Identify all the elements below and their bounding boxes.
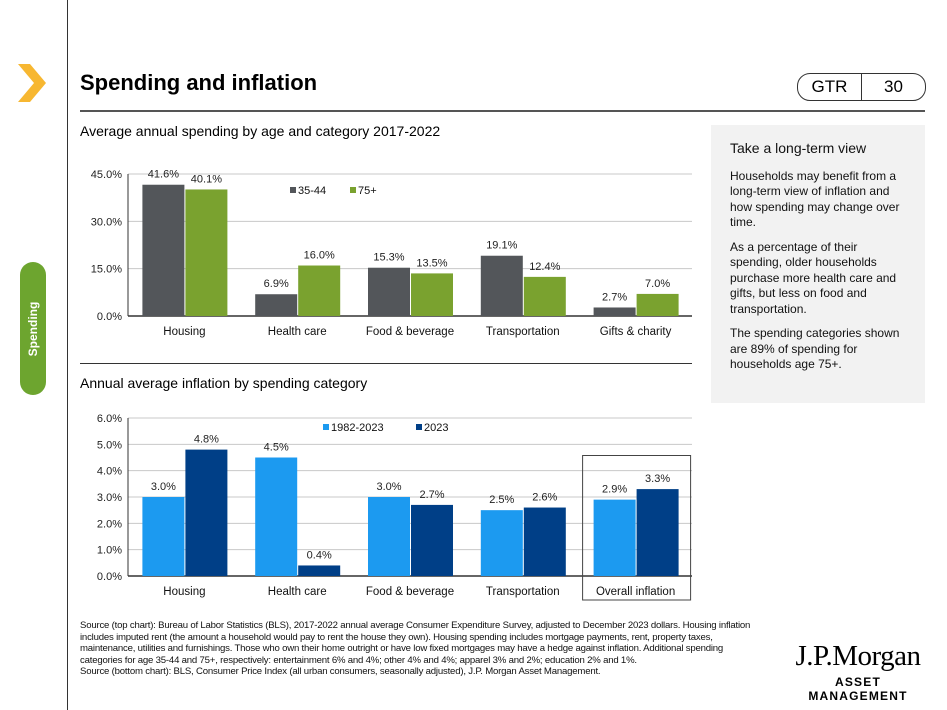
legend-swatch — [416, 424, 422, 430]
bar-1982-2023 — [368, 497, 410, 576]
bar-2023 — [185, 449, 228, 576]
bar-1982-2023 — [480, 510, 523, 576]
bar-1982-2023 — [255, 457, 298, 576]
y-tick-label: 45.0% — [91, 169, 122, 181]
x-tick-label: Overall inflation — [596, 586, 675, 598]
bar-35-44 — [255, 294, 298, 316]
legend-label: 2023 — [424, 422, 448, 434]
section-tab-spending[interactable]: Spending — [20, 262, 46, 395]
callout-paragraph: The spending categories shown are 89% of… — [730, 326, 900, 371]
legend-swatch — [323, 424, 329, 430]
bar-1982-2023 — [593, 499, 636, 576]
data-label: 3.0% — [376, 481, 401, 493]
callout-heading: Take a long-term view — [730, 140, 867, 156]
bar-75+ — [411, 273, 453, 316]
page-title: Spending and inflation — [80, 70, 318, 95]
section-tab-label: Spending — [26, 301, 40, 356]
data-label: 2.9% — [602, 484, 627, 496]
x-tick-label: Housing — [163, 326, 205, 338]
bar-75+ — [185, 189, 228, 316]
y-tick-label: 6.0% — [97, 413, 122, 425]
data-label: 2.5% — [489, 494, 514, 506]
data-label: 2.6% — [532, 492, 557, 504]
x-tick-label: Food & beverage — [366, 586, 454, 598]
chart1-title: Average annual spending by age and categ… — [80, 123, 441, 139]
x-tick-label: Food & beverage — [366, 326, 454, 338]
y-tick-label: 1.0% — [97, 545, 122, 557]
bar-2023 — [411, 504, 453, 576]
y-tick-label: 0.0% — [97, 571, 122, 583]
guide-code: GTR — [798, 74, 862, 100]
y-tick-label: 2.0% — [97, 518, 122, 530]
data-label: 4.5% — [264, 442, 289, 454]
data-label: 7.0% — [645, 278, 670, 290]
data-label: 4.8% — [194, 434, 219, 446]
bar-75+ — [298, 265, 341, 316]
bar-35-44 — [142, 184, 185, 316]
data-label: 2.7% — [419, 489, 444, 501]
legend-label: 75+ — [358, 185, 377, 197]
y-tick-label: 5.0% — [97, 439, 122, 451]
x-tick-label: Housing — [163, 586, 205, 598]
inflation-chart: 0.0% 1.0% 2.0% 3.0% 4.0% 5.0% 6.0% Housing 3.0% 4… — [97, 413, 692, 601]
data-label: 2.7% — [602, 291, 627, 303]
data-label: 6.9% — [264, 278, 289, 290]
legend-label: 35-44 — [298, 185, 326, 197]
left-divider — [67, 0, 68, 710]
bar-35-44 — [593, 307, 636, 316]
logo-name: J.P.Morgan — [795, 640, 922, 672]
bar-35-44 — [480, 255, 523, 316]
bar-35-44 — [368, 267, 410, 316]
data-label: 12.4% — [529, 261, 560, 273]
legend-swatch — [290, 187, 296, 193]
data-label: 15.3% — [373, 252, 404, 264]
callout-paragraph: As a percentage of their spending, older… — [730, 239, 897, 316]
jpmorgan-logo: J.P.Morgan ASSET MANAGEMENT — [788, 640, 928, 703]
spending-chart: 0.0% 15.0% 30.0% 45.0% Housing 41.6% 40.1% Heal… — [91, 169, 692, 338]
data-label: 41.6% — [148, 169, 179, 181]
bar-75+ — [523, 276, 566, 316]
highlight-box — [582, 455, 692, 601]
callout-panel: Take a long-term view Households may ben… — [711, 125, 925, 403]
bar-2023 — [298, 565, 341, 576]
y-tick-label: 4.0% — [97, 466, 122, 478]
logo-subtitle: ASSET MANAGEMENT — [808, 675, 908, 703]
legend-label: 1982-2023 — [331, 422, 384, 434]
data-label: 3.3% — [645, 473, 670, 485]
footnote-source-top: Source (top chart): Bureau of Labor Stat… — [80, 620, 751, 666]
y-tick-label: 0.0% — [97, 311, 122, 323]
data-label: 3.0% — [151, 481, 176, 493]
section-divider — [80, 363, 692, 364]
data-label: 16.0% — [304, 250, 335, 262]
y-tick-label: 30.0% — [91, 216, 122, 228]
chevron-right-icon — [18, 64, 46, 102]
x-tick-label: Transportation — [486, 326, 560, 338]
chart2-title: Annual average inflation by spending cat… — [80, 375, 368, 391]
y-tick-label: 15.0% — [91, 264, 122, 276]
bar-75+ — [636, 293, 679, 316]
data-label: 19.1% — [486, 240, 517, 252]
x-tick-label: Health care — [268, 326, 327, 338]
header-rule — [80, 110, 925, 112]
data-label: 40.1% — [191, 173, 222, 185]
bar-1982-2023 — [142, 497, 185, 576]
x-tick-label: Transportation — [486, 586, 560, 598]
data-label: 0.4% — [307, 549, 332, 561]
bar-2023 — [636, 489, 679, 576]
callout-paragraph: Households may benefit from a long-term … — [730, 168, 900, 230]
x-tick-label: Health care — [268, 586, 327, 598]
legend-swatch — [350, 187, 356, 193]
x-tick-label: Gifts & charity — [600, 326, 672, 338]
data-label: 13.5% — [416, 257, 447, 269]
page-number: 30 — [884, 77, 903, 96]
footnote: Source (top chart): Bureau of Labor Stat… — [80, 620, 760, 678]
page-badge: GTR 30 — [797, 73, 926, 101]
y-tick-label: 3.0% — [97, 492, 122, 504]
footnote-source-bottom: Source (bottom chart): BLS, Consumer Pri… — [80, 666, 601, 678]
bar-2023 — [523, 507, 566, 576]
